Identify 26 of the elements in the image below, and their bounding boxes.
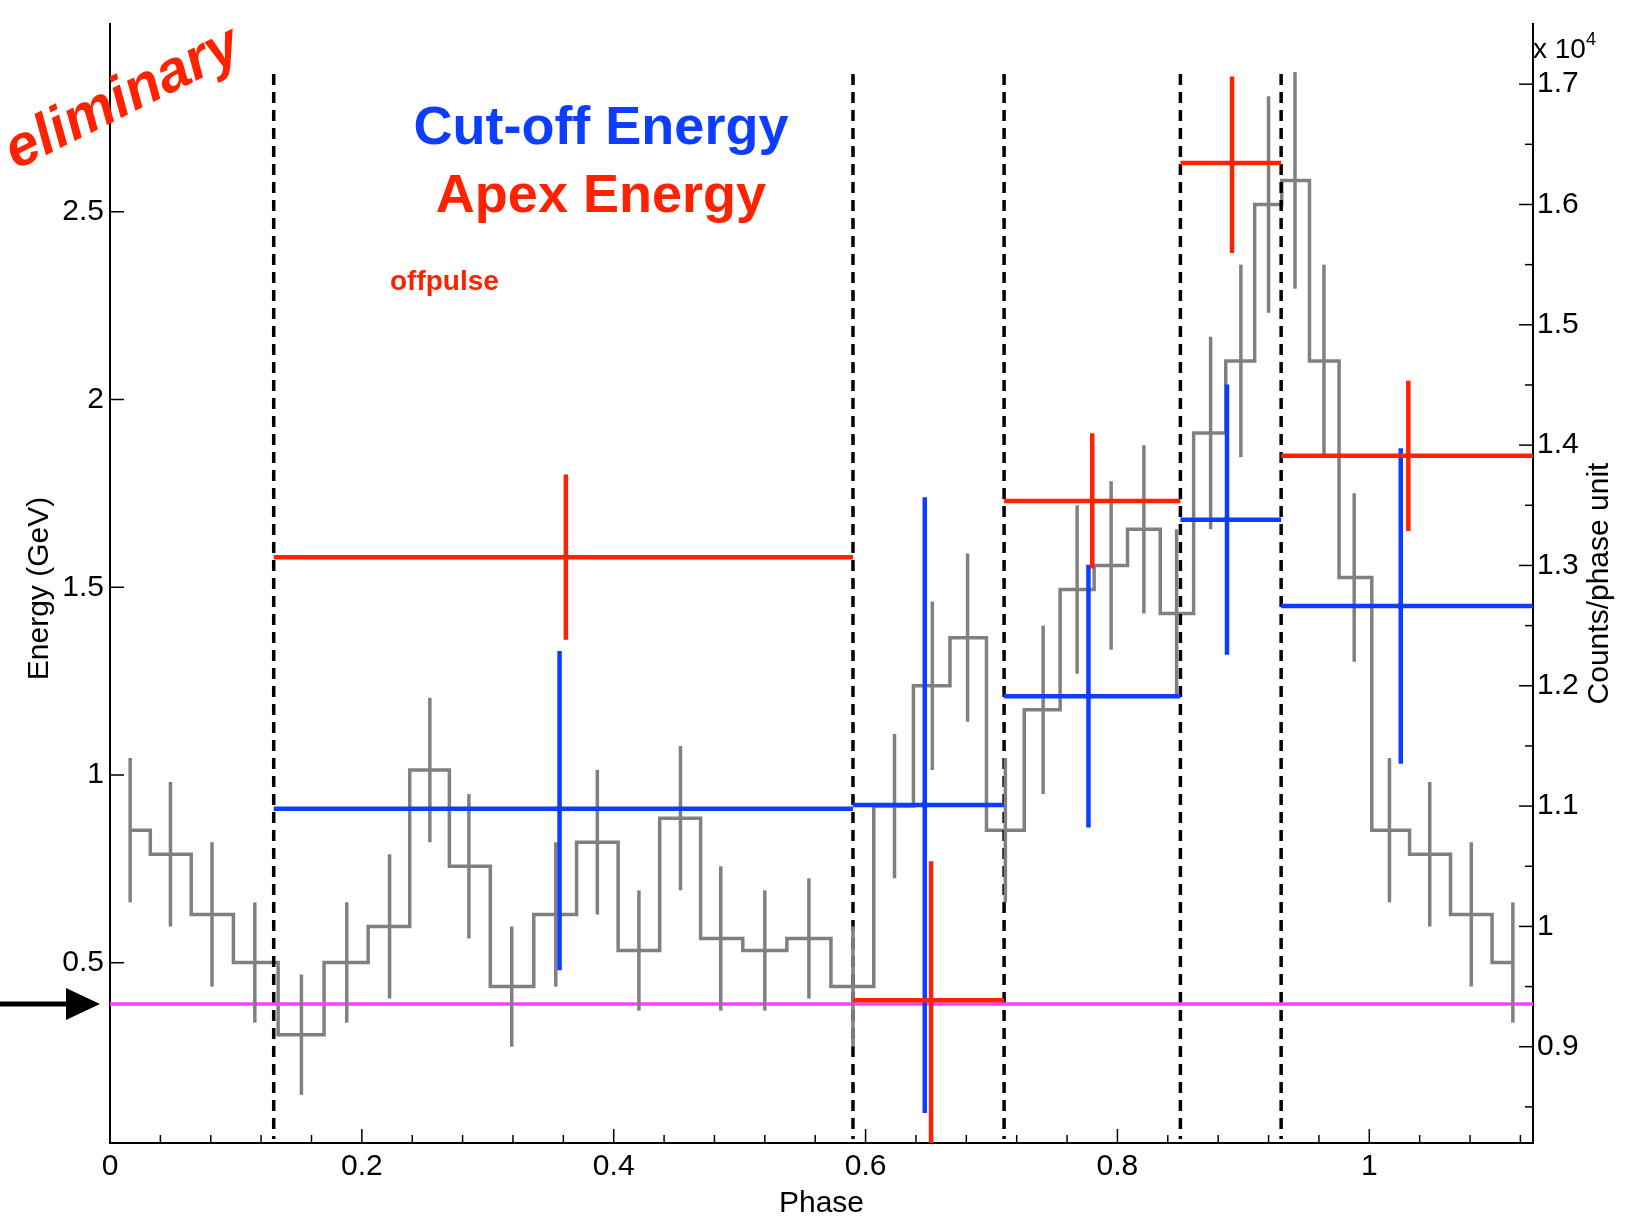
x-tick-label: 1 xyxy=(1360,1148,1378,1182)
x-tick-label: 0.2 xyxy=(341,1148,383,1182)
x-tick-label: 0 xyxy=(101,1148,119,1182)
y2-tick-label: 1.5 xyxy=(1537,306,1579,340)
y2-tick-label: 1.6 xyxy=(1537,185,1579,219)
y2-tick-label: 1.7 xyxy=(1537,65,1579,99)
y-tick-label: 2.5 xyxy=(62,193,104,227)
y-tick-label: 1.5 xyxy=(62,568,104,602)
text: Apex Energy xyxy=(435,163,766,223)
x-axis-title: Phase xyxy=(778,1185,865,1218)
y-tick-label: 0.5 xyxy=(62,944,104,978)
y-tick-label: 2 xyxy=(87,380,104,414)
y2-tick-label: 1 xyxy=(1537,907,1554,941)
y2-tick-label: 1.2 xyxy=(1537,667,1579,701)
annotation: offpulse xyxy=(390,265,499,296)
x-tick-label: 0.6 xyxy=(844,1148,887,1182)
y2-tick-label: 1.4 xyxy=(1537,426,1579,460)
y-axis-title: Energy (GeV) xyxy=(21,496,54,681)
y2-tick-label: 1.1 xyxy=(1537,787,1579,821)
text: Cut-off Energy xyxy=(413,95,789,155)
x-tick-label: 0.4 xyxy=(592,1148,635,1182)
y-tick-label: 1 xyxy=(87,756,104,790)
y2-axis-title: Counts/phase unit xyxy=(1581,461,1614,705)
y2-tick-label: 0.9 xyxy=(1537,1028,1579,1062)
x-tick-label: 0.8 xyxy=(1096,1148,1139,1182)
y2-tick-label: 1.3 xyxy=(1537,546,1579,580)
